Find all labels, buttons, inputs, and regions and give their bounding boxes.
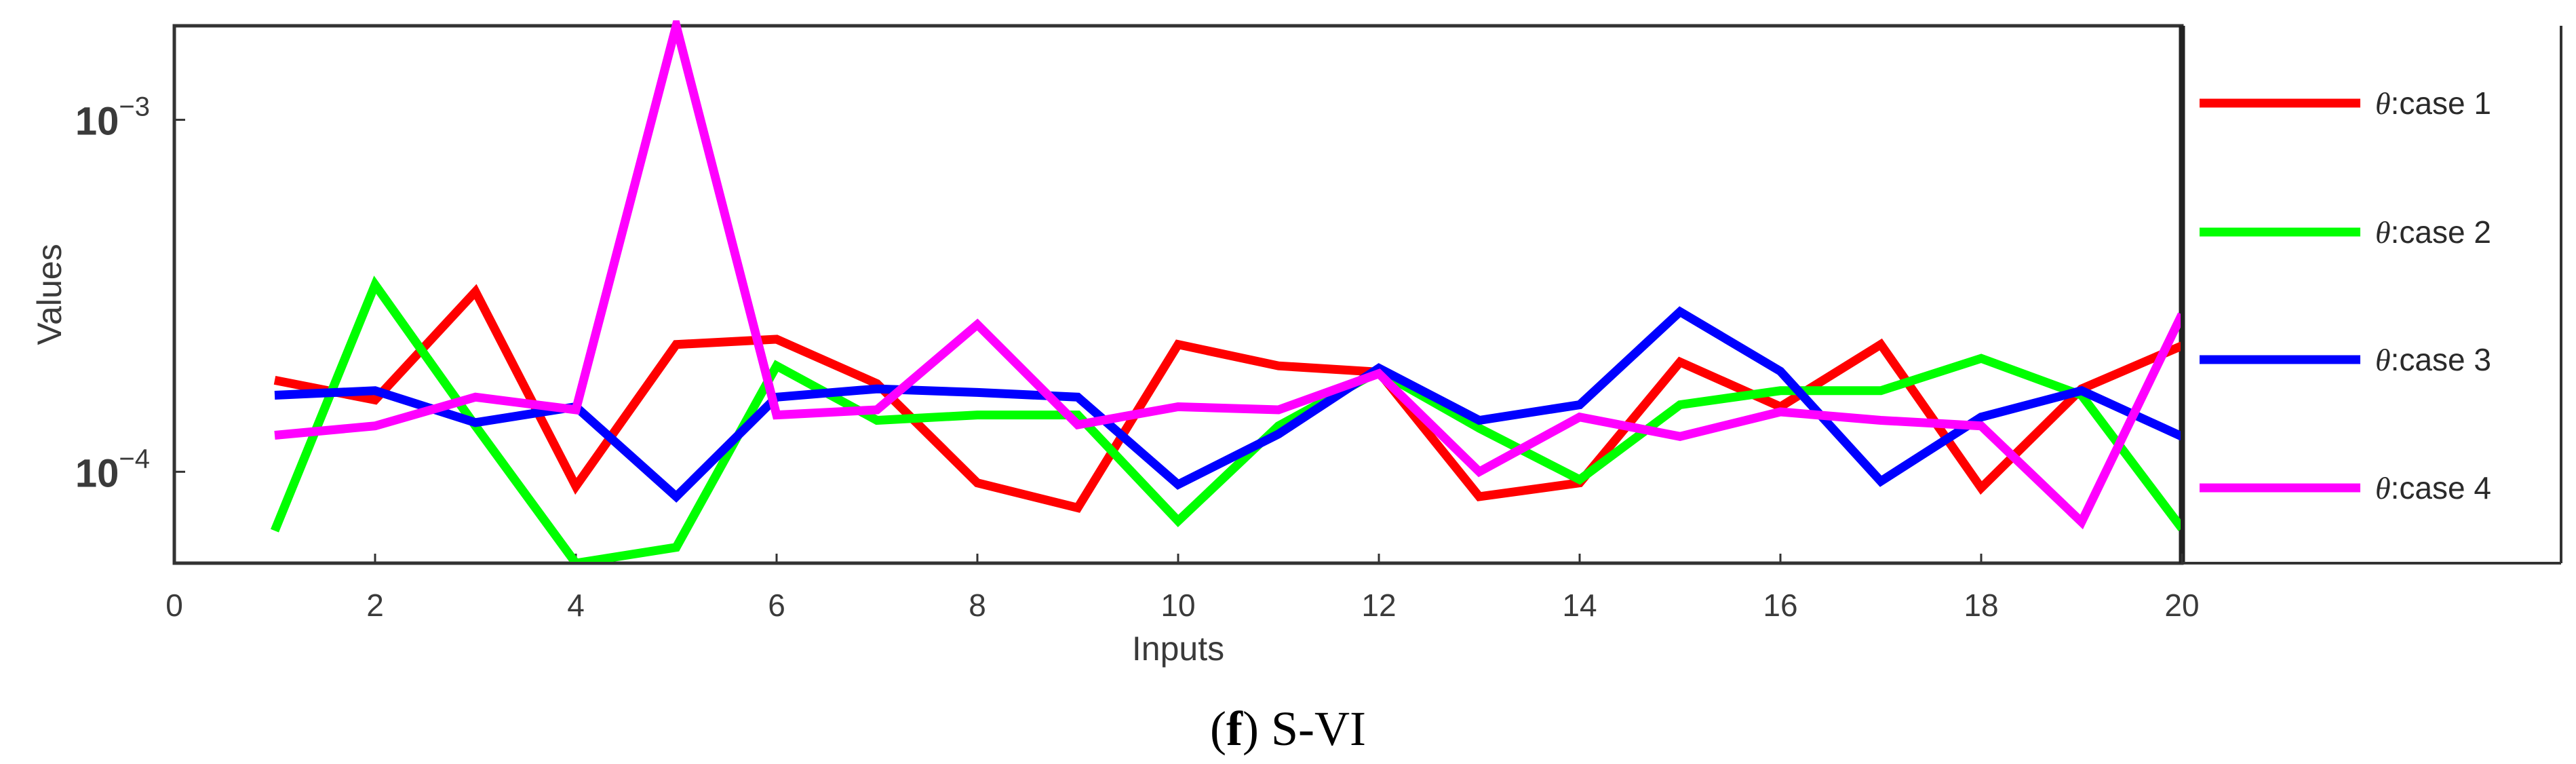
x-axis-ticks: 0 2 4 6 8 10 12 14 16 18 20: [165, 554, 2200, 623]
figure-caption: (f) S-VI: [1210, 702, 1366, 756]
x-tick-label: 0: [165, 588, 183, 623]
caption-panel-letter: f: [1226, 702, 1243, 756]
series-line-case-4: [274, 20, 2181, 530]
y-tick-label: 10−3: [75, 92, 150, 144]
y-tick-label: 10−4: [75, 444, 150, 495]
legend-label-case-1: θ:case 1: [2375, 85, 2491, 121]
series-line-case-1: [273, 284, 2181, 513]
y-axis-label: Values: [31, 244, 69, 345]
x-tick-label: 10: [1160, 588, 1195, 623]
x-tick-label: 2: [366, 588, 384, 623]
legend-label-case-2: θ:case 2: [2375, 214, 2491, 250]
series-line-case-3: [274, 306, 2181, 503]
x-tick-label: 20: [2164, 588, 2199, 623]
x-tick-label: 14: [1562, 588, 1597, 623]
series-line-case-2: [270, 275, 2181, 562]
legend: θ:case 1 θ:case 2 θ:case 3 θ:case 4: [2200, 85, 2491, 505]
caption-open-paren: (: [1210, 702, 1226, 756]
x-tick-label: 6: [768, 588, 785, 623]
caption-close-paren: ): [1243, 702, 1259, 756]
legend-label-case-3: θ:case 3: [2375, 342, 2491, 377]
x-tick-label: 12: [1361, 588, 1396, 623]
y-axis-ticks: 10−3 10−4: [75, 92, 185, 495]
x-axis-label: Inputs: [1132, 630, 1224, 668]
x-tick-label: 18: [1964, 588, 1998, 623]
caption-text: S-VI: [1259, 702, 1366, 756]
x-tick-label: 16: [1763, 588, 1797, 623]
legend-label-case-4: θ:case 4: [2375, 470, 2491, 505]
series-group: [270, 20, 2181, 562]
x-tick-label: 4: [567, 588, 585, 623]
x-tick-label: 8: [969, 588, 986, 623]
